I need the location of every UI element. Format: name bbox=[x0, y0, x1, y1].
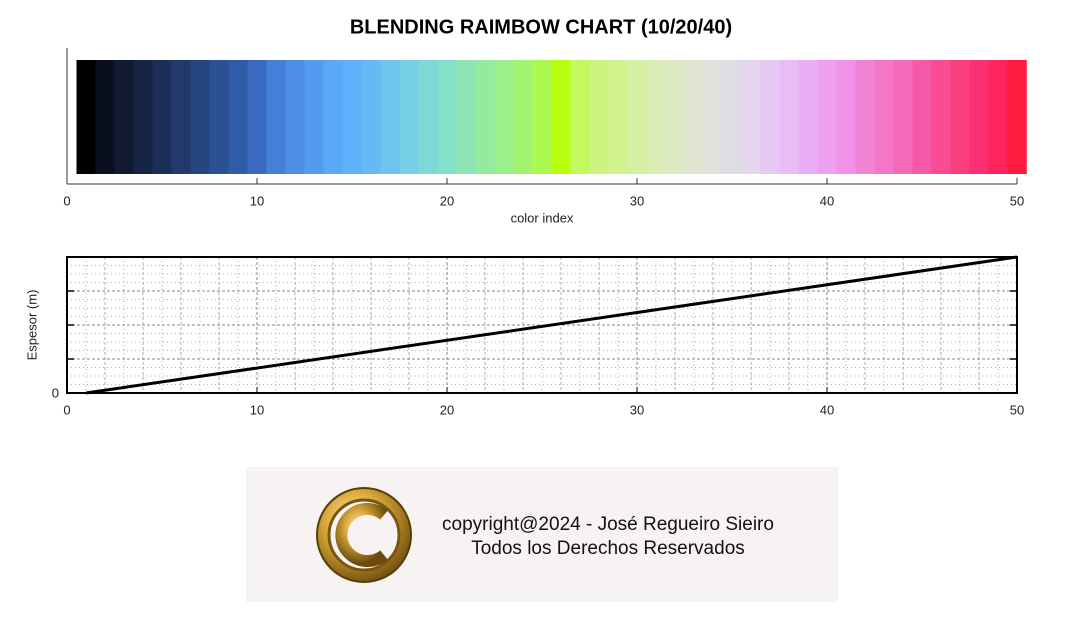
color-swatch bbox=[133, 60, 153, 174]
color-swatch bbox=[627, 60, 647, 174]
color-swatch bbox=[361, 60, 381, 174]
x-tick-label: 50 bbox=[1010, 193, 1024, 208]
color-swatch bbox=[494, 60, 514, 174]
color-swatch bbox=[912, 60, 932, 174]
color-swatch bbox=[342, 60, 362, 174]
color-swatch bbox=[874, 60, 894, 174]
plot-frame bbox=[66, 256, 1018, 394]
color-swatch bbox=[209, 60, 229, 174]
color-swatch bbox=[513, 60, 533, 174]
color-swatch bbox=[646, 60, 666, 174]
copyright-icon bbox=[316, 487, 412, 583]
color-swatch bbox=[456, 60, 476, 174]
color-swatch bbox=[437, 60, 457, 174]
x-tick-label: 20 bbox=[440, 193, 454, 208]
color-swatch bbox=[380, 60, 400, 174]
data-line bbox=[85, 255, 1018, 395]
color-swatch bbox=[228, 60, 248, 174]
x-tick-label: 50 bbox=[1010, 402, 1024, 417]
color-swatch bbox=[760, 60, 780, 174]
color-swatch bbox=[589, 60, 609, 174]
color-swatch bbox=[931, 60, 951, 174]
color-swatch bbox=[817, 60, 837, 174]
color-swatch bbox=[684, 60, 704, 174]
color-swatch bbox=[475, 60, 495, 174]
color-swatch bbox=[95, 60, 115, 174]
x-tick-label: 30 bbox=[630, 402, 644, 417]
color-swatch bbox=[171, 60, 191, 174]
color-swatch bbox=[190, 60, 210, 174]
x-tick-label: 30 bbox=[630, 193, 644, 208]
color-swatch bbox=[988, 60, 1008, 174]
color-swatch bbox=[665, 60, 685, 174]
color-swatch bbox=[418, 60, 438, 174]
y-tick-label: 0 bbox=[52, 385, 59, 400]
color-swatch bbox=[950, 60, 970, 174]
y-axis-label: Espesor (m) bbox=[24, 290, 39, 361]
x-axis-label: color index bbox=[511, 210, 574, 225]
color-swatch bbox=[532, 60, 552, 174]
color-swatch bbox=[399, 60, 419, 174]
color-swatch bbox=[247, 60, 267, 174]
color-swatch bbox=[266, 60, 286, 174]
color-swatch bbox=[285, 60, 305, 174]
color-swatch bbox=[969, 60, 989, 174]
copyright-line: Todos los Derechos Reservados bbox=[471, 538, 745, 559]
color-swatch bbox=[570, 60, 590, 174]
color-swatch bbox=[114, 60, 134, 174]
color-swatch bbox=[152, 60, 172, 174]
x-tick-label: 0 bbox=[63, 402, 70, 417]
color-swatch bbox=[608, 60, 628, 174]
color-swatch bbox=[76, 60, 96, 174]
x-tick-label: 0 bbox=[63, 193, 70, 208]
color-swatch bbox=[836, 60, 856, 174]
color-swatch bbox=[779, 60, 799, 174]
color-swatch bbox=[551, 60, 571, 174]
x-tick-label: 40 bbox=[820, 402, 834, 417]
color-swatch bbox=[893, 60, 913, 174]
color-swatch bbox=[304, 60, 324, 174]
color-swatch bbox=[741, 60, 761, 174]
copyright-line: copyright@2024 - José Regueiro Sieiro bbox=[442, 514, 774, 535]
color-swatch bbox=[798, 60, 818, 174]
color-swatch bbox=[855, 60, 875, 174]
color-swatch bbox=[1007, 60, 1027, 174]
x-tick-label: 10 bbox=[250, 193, 264, 208]
x-tick-label: 20 bbox=[440, 402, 454, 417]
color-swatch bbox=[323, 60, 343, 174]
color-swatch bbox=[722, 60, 742, 174]
x-tick-label: 40 bbox=[820, 193, 834, 208]
color-swatch bbox=[703, 60, 723, 174]
chart-title: BLENDING RAIMBOW CHART (10/20/40) bbox=[350, 16, 732, 38]
x-tick-label: 10 bbox=[250, 402, 264, 417]
